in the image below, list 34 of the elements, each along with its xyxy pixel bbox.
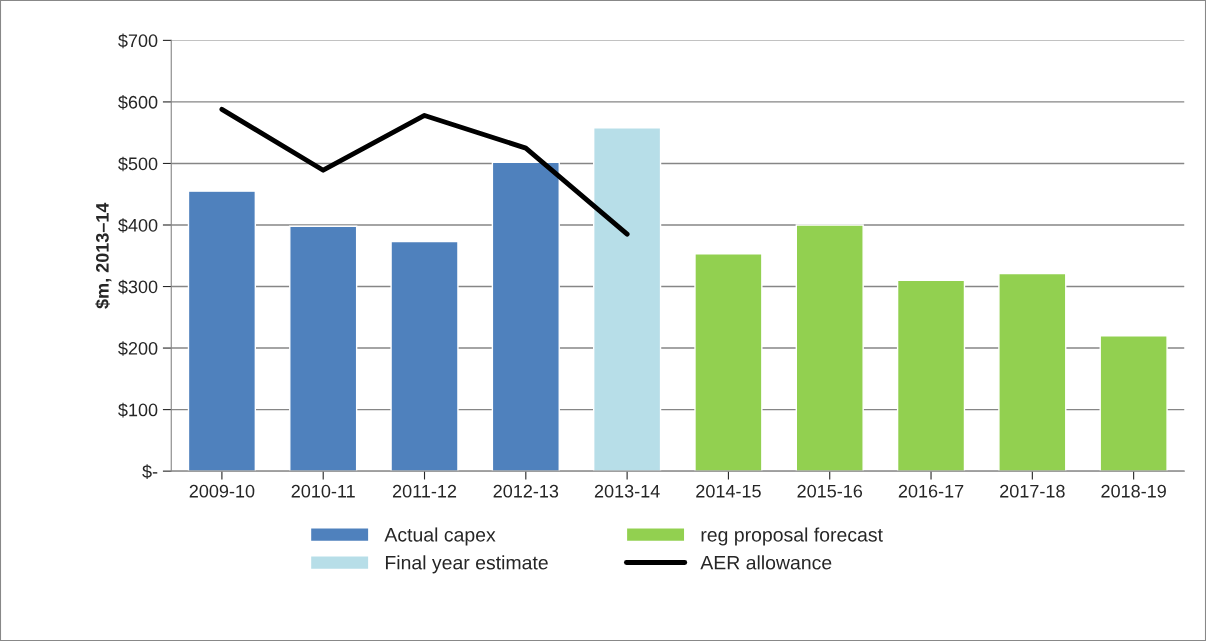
legend-label: AER allowance — [700, 555, 832, 570]
y-tick-label: $300 — [118, 279, 158, 295]
y-tick-label: $600 — [118, 95, 158, 110]
x-tick-label: 2016-17 — [898, 484, 964, 498]
x-tick-label: 2014-15 — [696, 484, 761, 498]
y-axis-title: $m, 2013–14 — [95, 202, 112, 309]
bar — [896, 279, 966, 472]
bar — [998, 272, 1067, 472]
legend-label: reg proposal forecast — [701, 527, 883, 546]
x-tick-label: 2011-12 — [392, 484, 457, 498]
bar — [1099, 335, 1168, 472]
y-tick-label: $- — [142, 464, 158, 479]
line-series — [219, 106, 630, 237]
bar — [694, 253, 763, 472]
legend-label: Final year estimate — [385, 555, 548, 574]
x-tick-label: 2009-10 — [189, 484, 255, 498]
x-tick-label: 2015-16 — [797, 484, 863, 498]
y-tick-label: $200 — [118, 341, 158, 356]
bar — [289, 225, 358, 472]
x-tick-label: 2010-11 — [291, 484, 355, 498]
bar — [795, 224, 864, 472]
y-tick-label: $700 — [118, 33, 158, 49]
y-tick-label: $100 — [118, 402, 158, 418]
y-tick-label: $500 — [118, 156, 158, 172]
bar — [592, 127, 662, 472]
x-tick-label: 2013-14 — [594, 484, 660, 498]
x-tick-label: 2017-18 — [1000, 484, 1065, 498]
x-tick-label: 2018-19 — [1101, 484, 1166, 498]
bar — [187, 190, 257, 472]
bar — [491, 161, 560, 472]
x-tick-label: 2012-13 — [493, 484, 559, 498]
bar — [390, 240, 459, 472]
legend-label: Actual capex — [384, 527, 496, 546]
y-tick-label: $400 — [118, 218, 158, 233]
